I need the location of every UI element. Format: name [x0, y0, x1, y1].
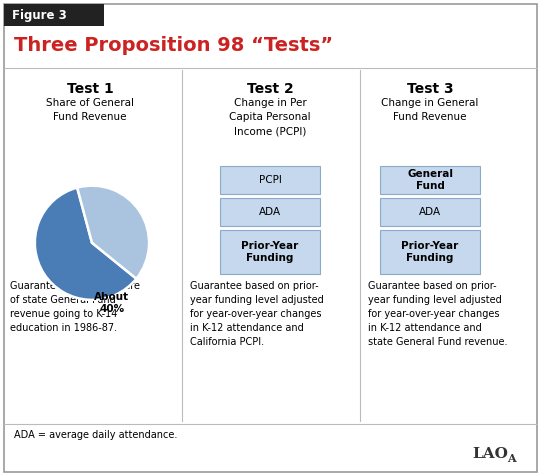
- Text: LAO: LAO: [472, 447, 508, 461]
- Text: Test 2: Test 2: [247, 82, 293, 96]
- Wedge shape: [77, 186, 149, 279]
- Bar: [380, 166, 480, 194]
- Text: Test 1: Test 1: [67, 82, 114, 96]
- Text: Guarantee based on prior-
year funding level adjusted
for year-over-year changes: Guarantee based on prior- year funding l…: [190, 281, 324, 347]
- Text: Share of General
Fund Revenue: Share of General Fund Revenue: [46, 98, 134, 122]
- Wedge shape: [35, 188, 136, 300]
- Bar: [220, 198, 320, 226]
- Text: Prior-Year
Funding: Prior-Year Funding: [241, 241, 299, 263]
- Bar: [380, 230, 480, 274]
- Bar: [380, 198, 480, 226]
- Text: ADA = average daily attendance.: ADA = average daily attendance.: [14, 430, 177, 440]
- Text: ADA: ADA: [259, 207, 281, 217]
- Bar: [4, 4, 104, 26]
- Text: Figure 3: Figure 3: [12, 9, 67, 21]
- Text: Change in Per
Capita Personal
Income (PCPI): Change in Per Capita Personal Income (PC…: [229, 98, 311, 136]
- Text: General
Fund: General Fund: [407, 169, 453, 191]
- Text: Prior-Year
Funding: Prior-Year Funding: [401, 241, 459, 263]
- Text: ADA: ADA: [419, 207, 441, 217]
- Text: Guarantee based on share
of state General Fund
revenue going to K-14
education i: Guarantee based on share of state Genera…: [10, 281, 140, 333]
- Text: PCPI: PCPI: [259, 175, 281, 185]
- Text: Guarantee based on prior-
year funding level adjusted
for year-over-year changes: Guarantee based on prior- year funding l…: [368, 281, 507, 347]
- Text: Three Proposition 98 “Tests”: Three Proposition 98 “Tests”: [14, 36, 333, 55]
- Bar: [220, 230, 320, 274]
- Text: Change in General
Fund Revenue: Change in General Fund Revenue: [381, 98, 479, 122]
- Bar: [220, 166, 320, 194]
- Text: Test 3: Test 3: [407, 82, 453, 96]
- Text: About
40%: About 40%: [94, 292, 129, 314]
- Text: A: A: [507, 453, 516, 464]
